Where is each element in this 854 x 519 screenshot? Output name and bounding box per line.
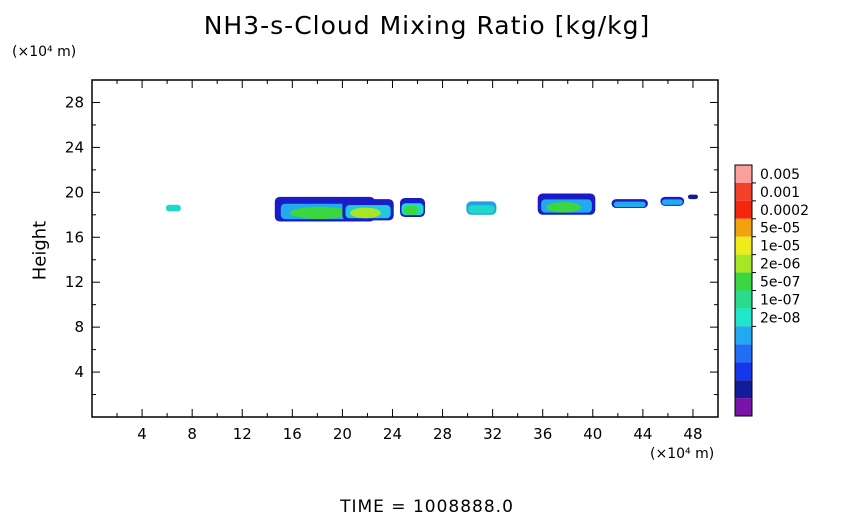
x-tick-label: 4 [137, 425, 147, 443]
colorbar: 0.005 0.001 0.0002 5e-05 1e-05 2e-06 5e-071e-0… [734, 164, 809, 417]
axis-ticks [92, 80, 718, 417]
cloud-region-5-inner [546, 201, 581, 213]
colorbar-swatch [735, 344, 752, 363]
x-tick-label: 44 [633, 425, 652, 443]
time-label: TIME = 1008888.0 [340, 497, 514, 517]
colorbar-label: 1e-05 [760, 239, 800, 255]
colorbar-swatch [735, 200, 752, 219]
cloud-region-6-mid [613, 201, 646, 208]
colorbar-label: 2e-08 [760, 310, 800, 326]
colorbar-swatch [735, 380, 752, 399]
colorbar-swatch [735, 362, 752, 381]
colorbar-swatch [735, 326, 752, 345]
colorbar-swatch [735, 236, 752, 255]
cloud-region-3-inner [403, 205, 419, 216]
cloud-region-1-inner [289, 206, 350, 220]
x-tick-label: 12 [233, 425, 252, 443]
x-tick-label: 48 [683, 425, 702, 443]
x-tick-label: 8 [187, 425, 197, 443]
colorbar-label: 0.0002 [760, 203, 809, 219]
cloud-region-2-inner [350, 207, 381, 219]
chart-title: NH3-s-Cloud Mixing Ratio [kg/kg] [203, 11, 651, 40]
y-tick-labels: 4 8 12 16 20 24 28 [65, 93, 84, 381]
colorbar-label: 2e-06 [760, 257, 800, 273]
y-tick-label: 20 [65, 183, 84, 201]
x-tick-label: 16 [283, 425, 302, 443]
colorbar-label: 5e-07 [760, 275, 800, 291]
colorbar-label: 1e-07 [760, 292, 800, 308]
y-tick-label: 4 [74, 363, 84, 381]
x-tick-label: 40 [583, 425, 602, 443]
y-tick-label: 12 [65, 273, 84, 291]
colorbar-swatch [735, 182, 752, 201]
x-tick-label: 24 [383, 425, 402, 443]
x-tick-label: 32 [483, 425, 502, 443]
colorbar-swatch [735, 254, 752, 273]
cloud-region-0-outer [165, 204, 181, 212]
cloud-region-4-mid [468, 205, 495, 214]
colorbar-label: 0.005 [760, 167, 800, 183]
x-tick-label: 20 [333, 425, 352, 443]
colorbar-label: 0.001 [760, 185, 800, 201]
colorbar-swatch [735, 290, 752, 309]
colorbar-swatch [735, 398, 752, 416]
y-tick-label: 16 [65, 228, 84, 246]
colorbar-swatch [735, 272, 752, 291]
cloud-region-7-mid [661, 199, 683, 205]
colorbar-swatch [735, 165, 752, 183]
colorbar-swatch [735, 218, 752, 237]
x-axis-unit: (×10⁴ m) [650, 446, 715, 462]
x-tick-labels: 4 8 12 16 20 24 28 32 36 40 44 48 [137, 425, 702, 443]
plot-frame [91, 79, 719, 418]
x-tick-label: 28 [433, 425, 452, 443]
y-tick-label: 8 [74, 318, 84, 336]
cloud-regions [165, 193, 698, 222]
colorbar-swatch [735, 308, 752, 327]
colorbar-label: 5e-05 [760, 221, 800, 237]
y-tick-label: 24 [65, 138, 84, 156]
y-axis-unit: (×10⁴ m) [12, 44, 77, 60]
x-tick-label: 36 [533, 425, 552, 443]
y-tick-label: 28 [65, 93, 84, 111]
cloud-region-8-outer [687, 194, 698, 200]
